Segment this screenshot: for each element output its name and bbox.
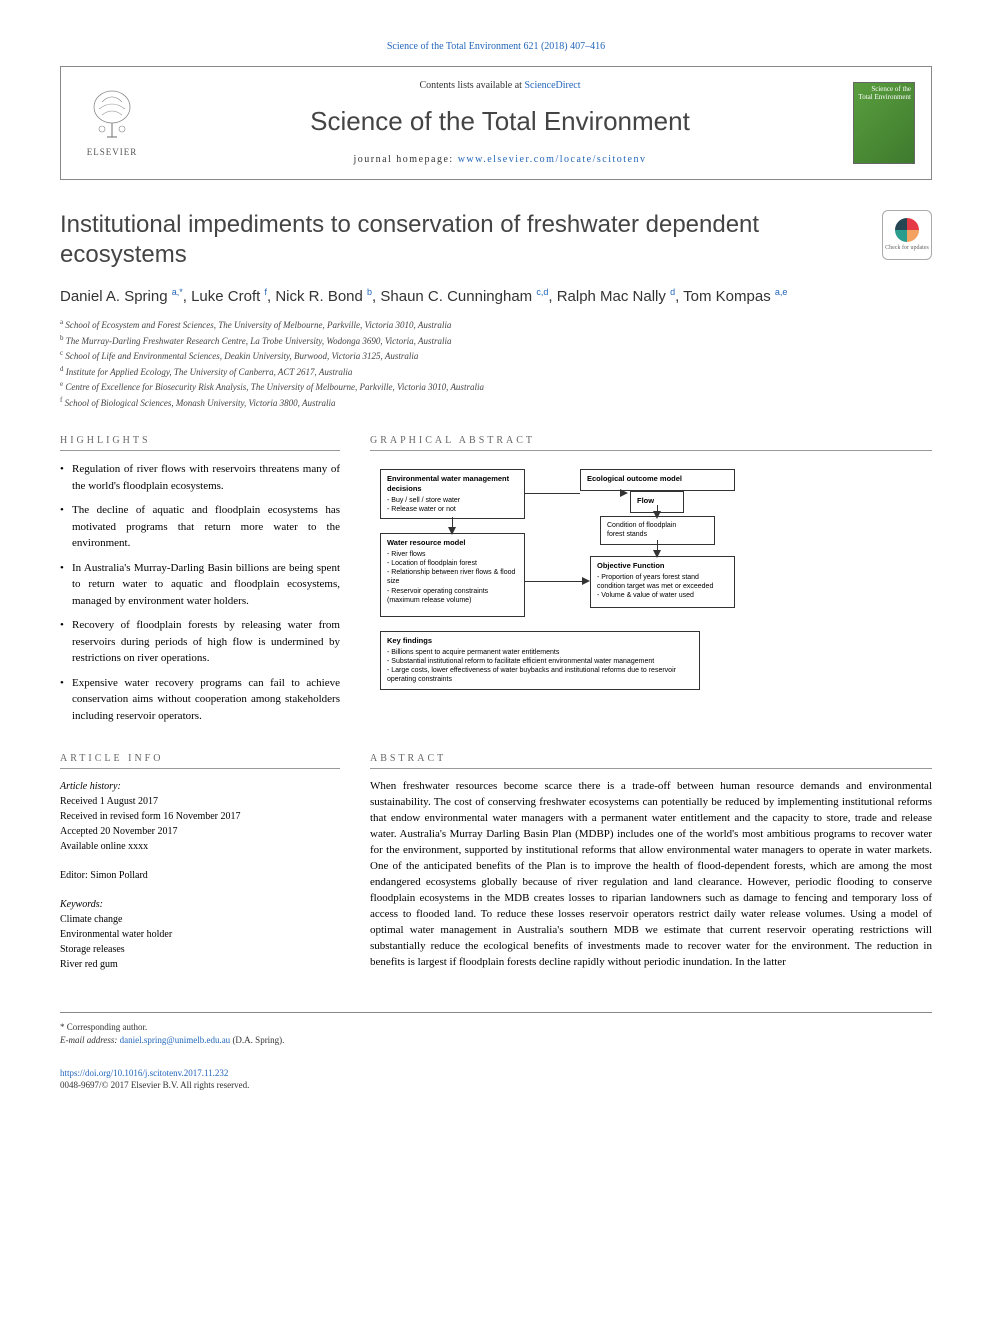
author: Nick R. Bond b: [275, 288, 372, 305]
ga-box-eom: Ecological outcome model: [580, 469, 735, 491]
affiliations: a School of Ecosystem and Forest Science…: [60, 317, 932, 410]
abstract-label: ABSTRACT: [370, 752, 932, 769]
highlight-item: Regulation of river flows with reservoir…: [60, 461, 340, 494]
elsevier-logo: ELSEVIER: [77, 83, 147, 163]
author: Daniel A. Spring a,*: [60, 288, 183, 305]
affiliation: b The Murray-Darling Freshwater Research…: [60, 333, 932, 349]
highlight-item: Recovery of floodplain forests by releas…: [60, 617, 340, 667]
ga-box-ewmd: Environmental water management decisions…: [380, 469, 525, 519]
ga-box-kf: Key findings- Billions spent to acquire …: [380, 631, 700, 689]
keywords-block: Keywords: Climate changeEnvironmental wa…: [60, 897, 340, 972]
history-line: Accepted 20 November 2017: [60, 824, 340, 839]
ga-box-obj: Objective Function- Proportion of years …: [590, 556, 735, 608]
keyword: Climate change: [60, 912, 340, 927]
keyword: Storage releases: [60, 942, 340, 957]
corresponding-email-link[interactable]: daniel.spring@unimelb.edu.au: [120, 1035, 231, 1045]
history-line: Available online xxxx: [60, 839, 340, 854]
sciencedirect-link[interactable]: ScienceDirect: [524, 80, 580, 91]
authors-line: Daniel A. Spring a,*, Luke Croft f, Nick…: [60, 286, 932, 307]
highlights-label: HIGHLIGHTS: [60, 434, 340, 451]
history-line: Received 1 August 2017: [60, 794, 340, 809]
ga-box-wrm: Water resource model- River flows- Locat…: [380, 533, 525, 617]
keyword: River red gum: [60, 957, 340, 972]
highlight-item: Expensive water recovery programs can fa…: [60, 675, 340, 725]
check-updates-badge[interactable]: Check for updates: [882, 210, 932, 260]
elsevier-label: ELSEVIER: [87, 146, 138, 159]
crossmark-icon: [895, 218, 919, 242]
highlight-item: The decline of aquatic and floodplain ec…: [60, 502, 340, 552]
corresponding-author: * Corresponding author. E-mail address: …: [60, 1021, 932, 1046]
highlights-list: Regulation of river flows with reservoir…: [60, 461, 340, 724]
abstract-text: When freshwater resources become scarce …: [370, 779, 932, 970]
journal-header-box: ELSEVIER Contents lists available at Sci…: [60, 66, 932, 180]
homepage-link[interactable]: www.elsevier.com/locate/scitotenv: [458, 154, 647, 165]
graphical-abstract-label: GRAPHICAL ABSTRACT: [370, 434, 932, 451]
author: Shaun C. Cunningham c,d: [380, 288, 548, 305]
affiliation: f School of Biological Sciences, Monash …: [60, 395, 932, 411]
affiliation: d Institute for Applied Ecology, The Uni…: [60, 364, 932, 380]
journal-homepage: journal homepage: www.elsevier.com/locat…: [167, 153, 833, 167]
article-history: Article history: Received 1 August 2017R…: [60, 779, 340, 854]
keyword: Environmental water holder: [60, 927, 340, 942]
top-citation: Science of the Total Environment 621 (20…: [60, 40, 932, 54]
highlight-item: In Australia's Murray-Darling Basin bill…: [60, 560, 340, 610]
author: Tom Kompas a,e: [683, 288, 787, 305]
doi-link[interactable]: https://doi.org/10.1016/j.scitotenv.2017…: [60, 1068, 228, 1078]
article-info-block: Article history: Received 1 August 2017R…: [60, 779, 340, 972]
journal-name: Science of the Total Environment: [167, 103, 833, 139]
author: Ralph Mac Nally d: [557, 288, 675, 305]
article-title: Institutional impediments to conservatio…: [60, 210, 820, 270]
affiliation: a School of Ecosystem and Forest Science…: [60, 317, 932, 333]
editor-info: Editor: Simon Pollard: [60, 868, 340, 883]
contents-line: Contents lists available at ScienceDirec…: [167, 79, 833, 93]
author: Luke Croft f: [191, 288, 267, 305]
footer: https://doi.org/10.1016/j.scitotenv.2017…: [60, 1067, 932, 1092]
affiliation: c School of Life and Environmental Scien…: [60, 348, 932, 364]
history-line: Received in revised form 16 November 201…: [60, 809, 340, 824]
article-info-label: ARTICLE INFO: [60, 752, 340, 769]
affiliation: e Centre of Excellence for Biosecurity R…: [60, 379, 932, 395]
footer-divider: [60, 1012, 932, 1013]
header-center: Contents lists available at ScienceDirec…: [167, 79, 833, 167]
graphical-abstract: Environmental water management decisions…: [370, 461, 932, 701]
journal-cover-thumbnail: Science of the Total Environment: [853, 82, 915, 164]
